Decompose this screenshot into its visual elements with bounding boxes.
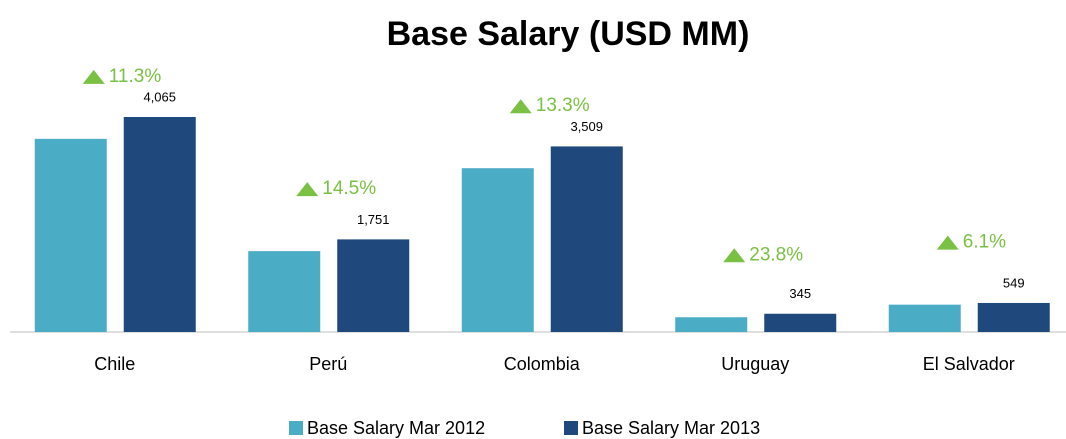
bar	[34, 138, 107, 332]
legend-label: Base Salary Mar 2013	[582, 418, 760, 438]
growth-label: 14.5%	[322, 178, 376, 199]
bar	[550, 146, 623, 332]
bar	[337, 239, 410, 332]
growth-arrow	[296, 182, 319, 197]
growth-label: 11.3%	[109, 66, 162, 87]
bar	[248, 251, 321, 332]
bar	[461, 168, 534, 332]
bar	[123, 117, 196, 332]
bar	[675, 317, 748, 332]
growth-arrow	[509, 99, 532, 114]
data-label: 1,751	[357, 212, 390, 227]
x-tick-label: Uruguay	[721, 354, 789, 374]
chart-title: Base Salary (USD MM)	[387, 15, 750, 53]
bar	[764, 313, 837, 332]
growth-arrow	[723, 248, 746, 263]
growth-label: 23.8%	[749, 244, 803, 265]
growth-arrow	[936, 235, 959, 250]
data-label: 3,509	[570, 119, 603, 134]
bar	[888, 304, 961, 332]
bar	[977, 302, 1050, 332]
legend-label: Base Salary Mar 2012	[307, 418, 485, 438]
x-tick-label: Colombia	[504, 354, 581, 374]
legend-swatch	[289, 421, 303, 435]
legend-swatch	[564, 421, 578, 435]
growth-label: 13.3%	[536, 95, 590, 116]
growth-label: 6.1%	[963, 232, 1006, 253]
data-label: 549	[1003, 275, 1025, 290]
x-tick-label: Perú	[309, 354, 347, 374]
data-label: 4,065	[143, 89, 176, 104]
growth-arrow	[82, 69, 105, 84]
x-tick-label: El Salvador	[923, 354, 1015, 374]
data-label: 345	[789, 286, 811, 301]
x-tick-label: Chile	[94, 354, 135, 374]
